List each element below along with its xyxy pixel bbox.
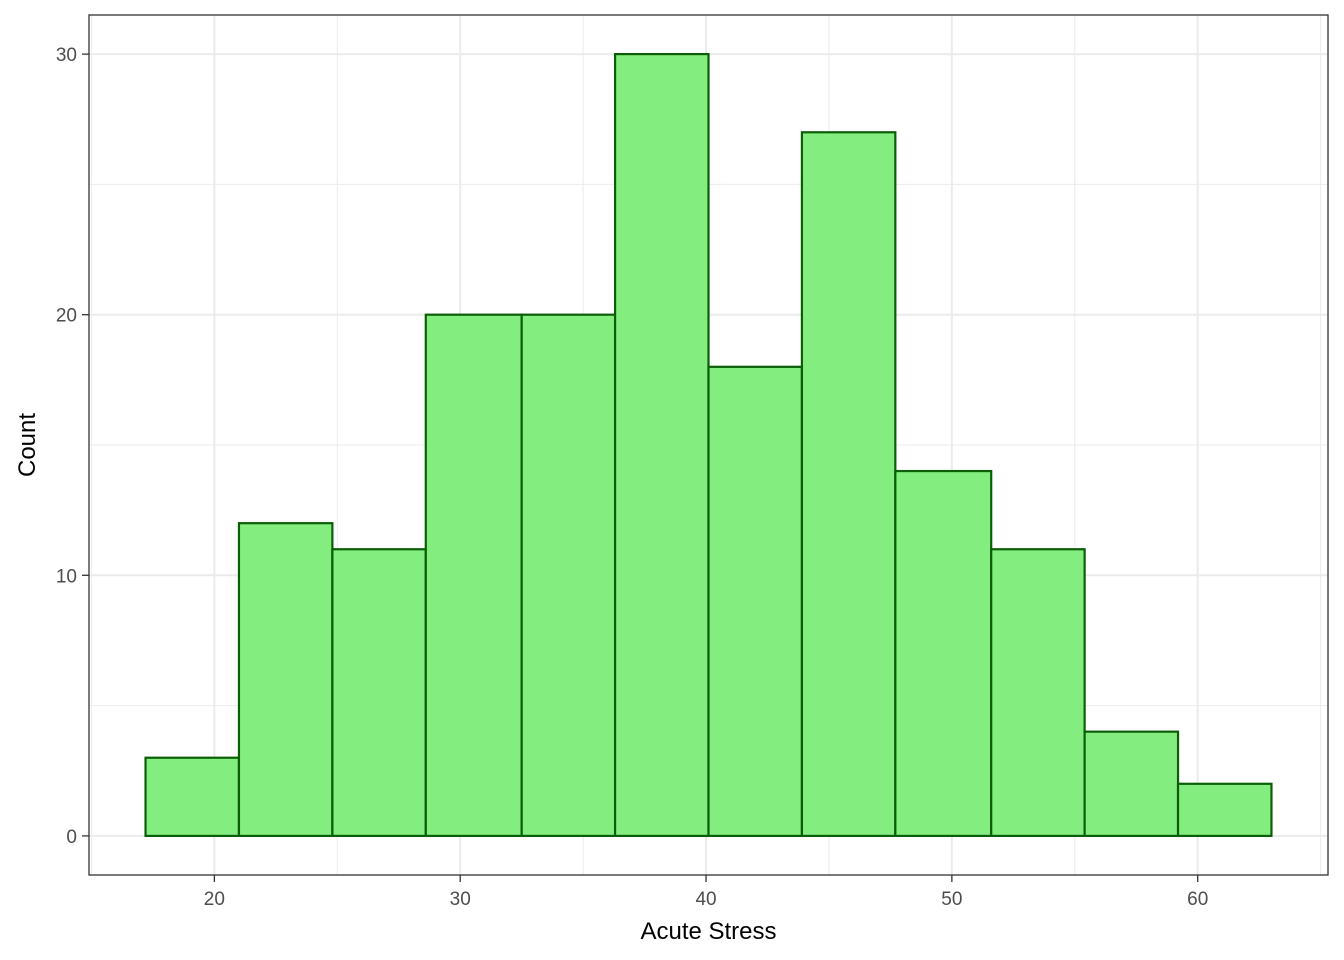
x-tick-label: 30 <box>450 889 471 910</box>
histogram-bar <box>894 469 993 838</box>
histogram-bar <box>613 52 710 838</box>
x-tick-label: 40 <box>695 889 716 910</box>
histogram-bar <box>331 548 427 838</box>
panel-border <box>88 14 1329 876</box>
y-tick-label: 0 <box>66 827 77 848</box>
histogram-bar <box>1083 730 1180 838</box>
histogram-bar <box>520 313 617 838</box>
x-tick-label: 50 <box>941 889 962 910</box>
x-tick-label: 60 <box>1187 889 1208 910</box>
x-tick-label: 20 <box>204 889 225 910</box>
histogram-bar <box>800 131 897 838</box>
y-axis-ticks: 0 10 20 30 <box>56 45 89 848</box>
y-tick-label: 30 <box>56 45 77 66</box>
histogram-bar <box>424 313 523 838</box>
histogram-bar <box>237 522 334 838</box>
histogram-bar <box>990 548 1086 838</box>
y-tick-label: 10 <box>56 566 77 587</box>
y-tick-label: 20 <box>56 306 77 327</box>
x-axis-title: Acute Stress <box>640 918 776 945</box>
histogram-bar <box>144 756 241 838</box>
histogram-bar <box>707 365 804 838</box>
histogram-bars <box>144 52 1273 838</box>
y-axis-title: Count <box>14 413 41 477</box>
histogram-bar <box>1176 782 1273 838</box>
x-axis-ticks: 20 30 40 50 60 <box>204 875 1208 910</box>
